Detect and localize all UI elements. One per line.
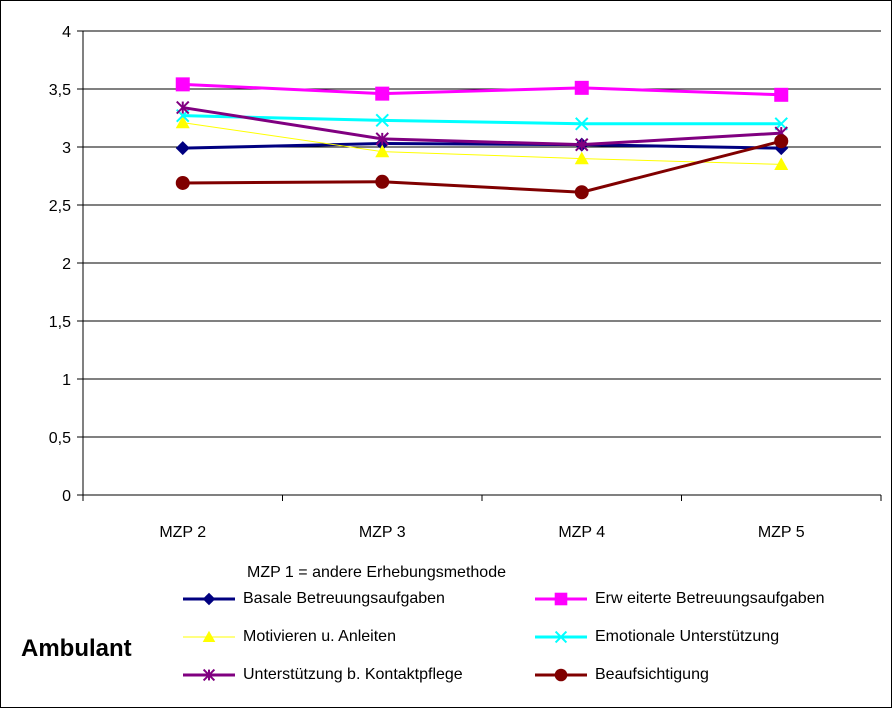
data-point (375, 113, 389, 128)
legend-swatch (183, 630, 235, 643)
legend-label: Basale Betreuungsaufgaben (243, 590, 445, 607)
data-point (175, 175, 190, 190)
legend-item: Motivieren u. Anleiten (179, 625, 396, 649)
legend-item: Beaufsichtigung (531, 663, 709, 687)
legend-swatch (183, 668, 235, 682)
legend-label: Erw eiterte Betreuungsaufgaben (595, 590, 825, 607)
y-tick-label: 4 (62, 24, 71, 41)
series-line (182, 106, 782, 147)
legend-marker (202, 668, 216, 682)
data-point (575, 117, 589, 131)
data-point (774, 134, 789, 149)
series-line (182, 114, 782, 126)
legend-label: Beaufsichtigung (595, 666, 709, 683)
data-point (375, 174, 390, 189)
note-text: MZP 1 = andere Erhebungsmethode (247, 564, 506, 581)
data-point (175, 141, 190, 156)
legend-swatch (535, 668, 587, 682)
y-tick-label: 1 (62, 372, 71, 389)
legend-label: Motivieren u. Anleiten (243, 628, 396, 645)
legend-item: Basale Betreuungsaufgaben (179, 587, 445, 611)
x-tick-label: MZP 5 (758, 524, 805, 541)
legend-marker (554, 630, 568, 644)
x-tick-label: MZP 4 (558, 524, 605, 541)
legend-swatch (183, 592, 235, 606)
data-point (176, 100, 190, 115)
legend-marker (202, 592, 216, 606)
y-tick-label: 0,5 (49, 430, 71, 447)
x-tick-label: MZP 2 (159, 524, 206, 541)
data-point (774, 87, 789, 102)
series-line (182, 139, 782, 194)
data-point (774, 157, 789, 170)
legend-swatch (535, 592, 587, 606)
y-tick-label: 2,5 (49, 198, 71, 215)
legend-label: Unterstützung b. Kontaktpflege (243, 666, 463, 683)
series-line (182, 82, 782, 97)
legend-item: Unterstützung b. Kontaktpflege (179, 663, 463, 687)
line-chart: 0 0,5 1 1,5 2 2,5 3 3,5 4 MZP 2 MZP 3 MZP 4 MZP 5 (49, 24, 882, 541)
series-line (182, 122, 782, 165)
data-point (175, 115, 190, 129)
data-point (575, 137, 589, 152)
legend-marker (202, 630, 216, 643)
y-tick-label: 1,5 (49, 314, 71, 331)
data-point (375, 86, 390, 101)
data-point (574, 80, 589, 95)
data-point (175, 77, 190, 92)
x-tick-label: MZP 3 (359, 524, 406, 541)
legend-item: Emotionale Unterstützung (531, 625, 779, 649)
legend-marker (554, 592, 568, 606)
data-point (375, 132, 389, 146)
data-point (375, 144, 390, 158)
data-point (574, 185, 589, 200)
legend-swatch (535, 630, 587, 644)
data-point (574, 151, 589, 165)
y-tick-label: 3 (62, 140, 71, 157)
legend-item: Erw eiterte Betreuungsaufgaben (531, 587, 824, 611)
series-line (182, 142, 782, 150)
y-tick-label: 3,5 (49, 82, 71, 99)
chart-side-label: Ambulant (21, 635, 132, 662)
y-tick-label: 0 (62, 488, 71, 505)
legend-label: Emotionale Unterstützung (595, 628, 780, 645)
y-tick-label: 2 (62, 256, 71, 273)
legend-marker (554, 668, 568, 682)
